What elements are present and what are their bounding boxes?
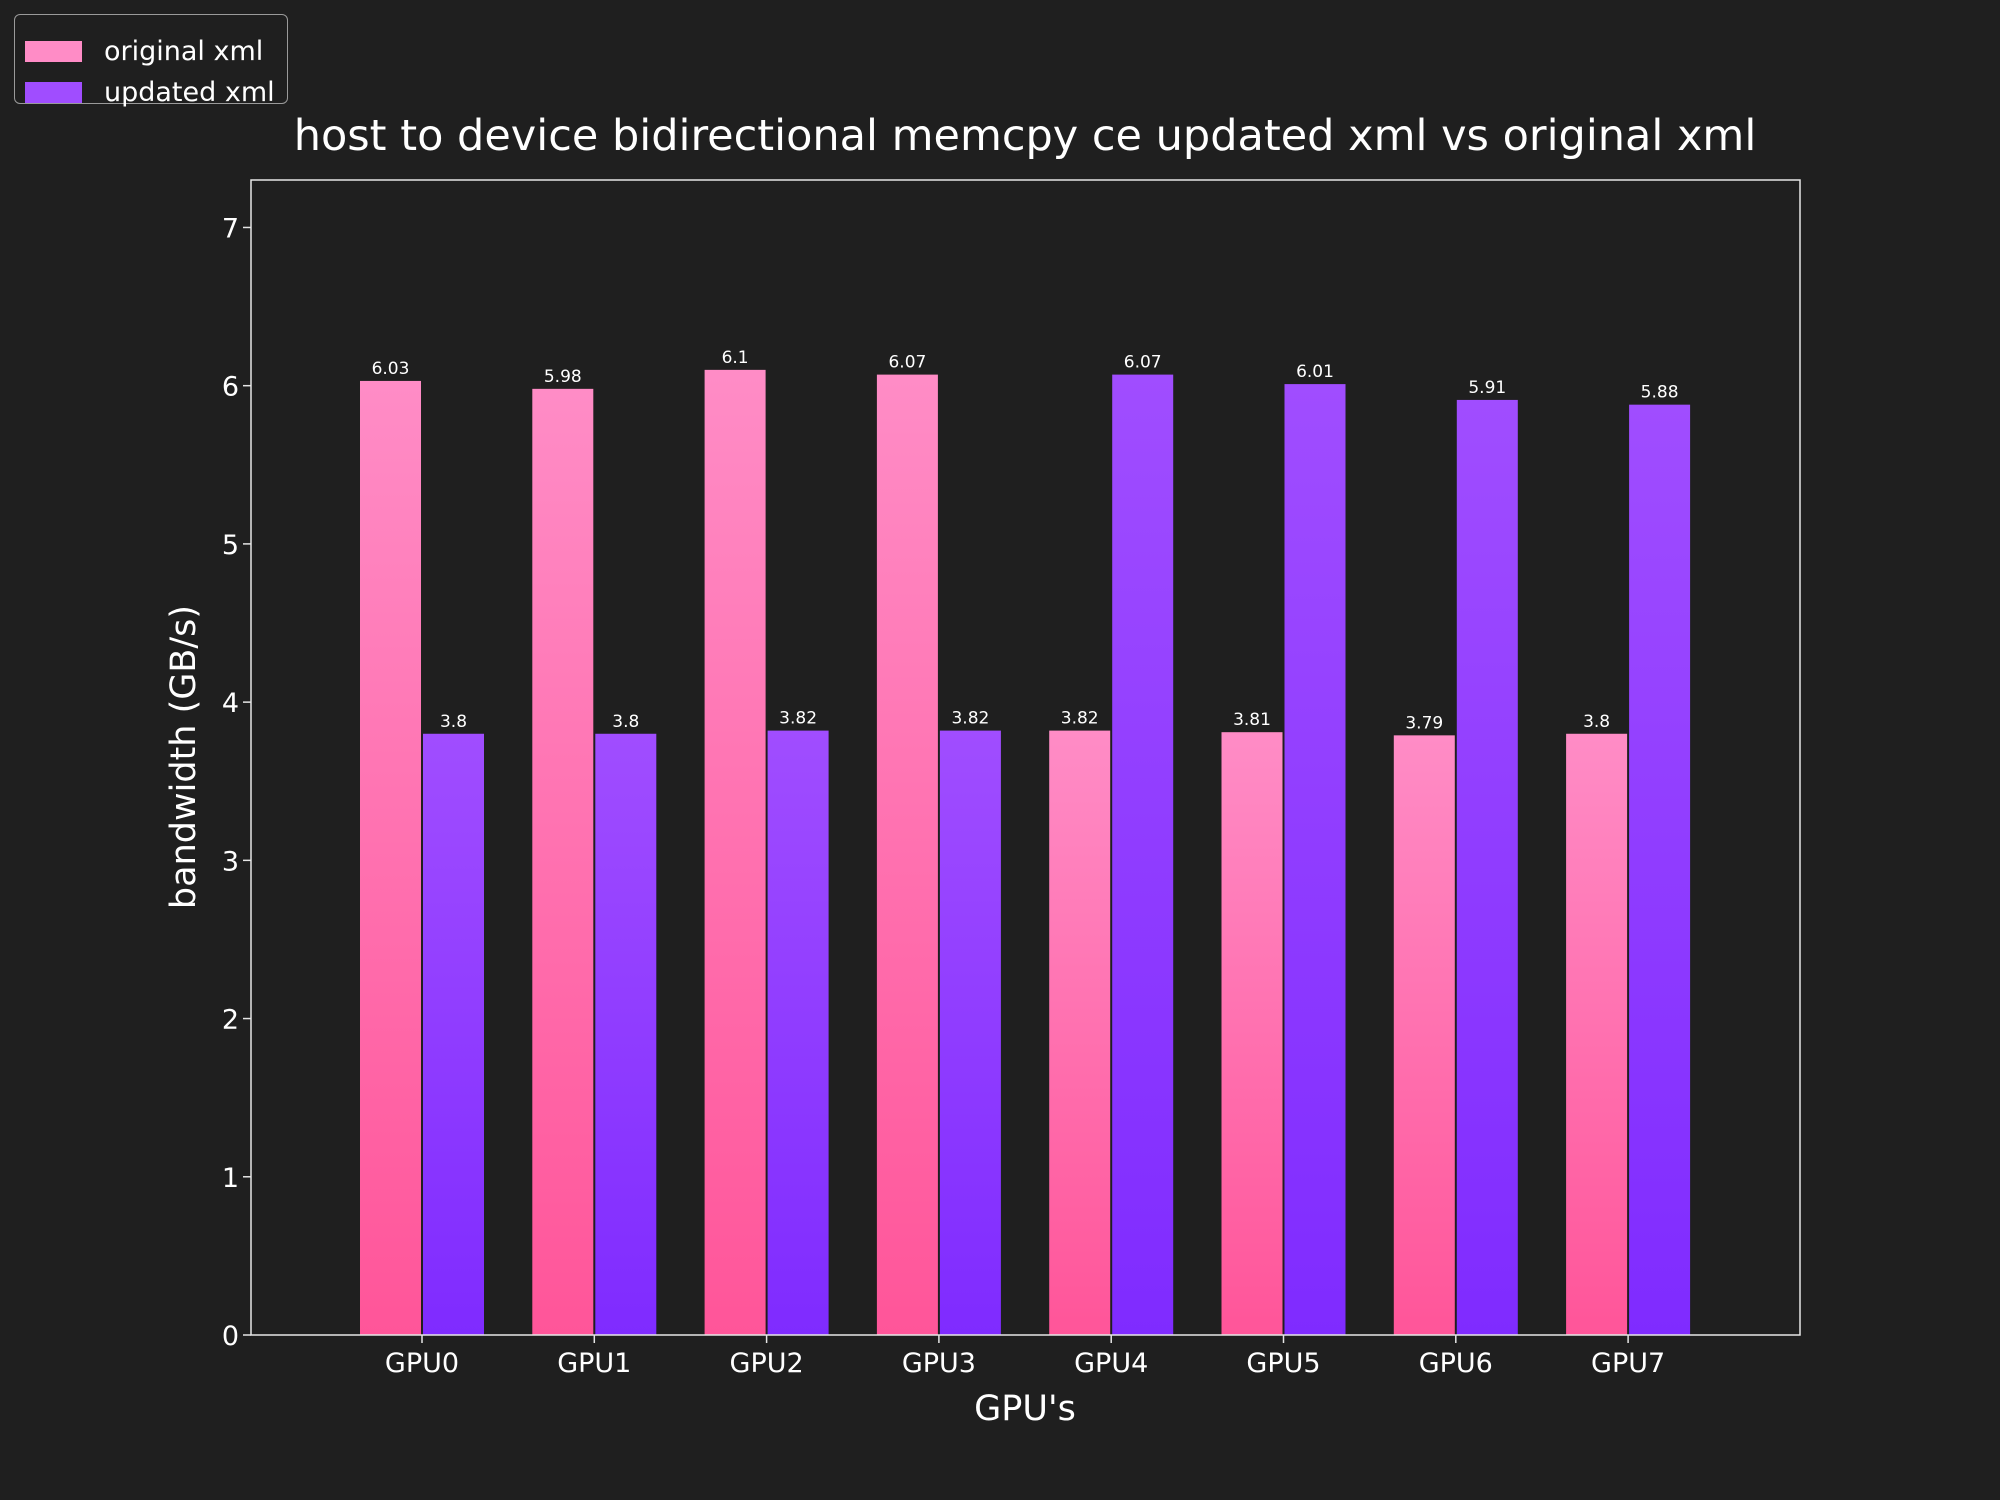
bar-original-xml-gpu7	[1566, 733, 1628, 1335]
bar-original-xml-gpu2	[704, 369, 766, 1335]
legend-item-original: original xml	[25, 35, 264, 67]
x-tick-label-gpu4: GPU4	[1074, 1348, 1148, 1379]
bar-updated-xml-gpu7	[1629, 404, 1691, 1335]
y-tick-label-0: 0	[222, 1321, 239, 1352]
y-tick-label-1: 1	[222, 1163, 239, 1194]
data-label-updated-xml-gpu7: 5.88	[1641, 383, 1679, 403]
x-axis-label: GPU's	[974, 1389, 1076, 1429]
y-tick-label-7: 7	[222, 213, 239, 244]
bar-original-xml-gpu3	[876, 374, 938, 1335]
bars-layer: 6.03 3.8 5.98 3.8 6.1 3.82 6.07 3.82 3.82 6.07 3.8…	[360, 348, 1691, 1335]
y-tick-label-4: 4	[222, 688, 239, 719]
data-label-updated-xml-gpu1: 3.8	[612, 712, 639, 732]
bar-original-xml-gpu4	[1049, 730, 1111, 1335]
x-tick-label-gpu5: GPU5	[1246, 1348, 1320, 1379]
legend-swatch-updated	[25, 81, 82, 103]
bar-original-xml-gpu5	[1221, 732, 1283, 1335]
bar-updated-xml-gpu5	[1284, 384, 1346, 1335]
y-tick-label-3: 3	[222, 846, 239, 877]
bar-updated-xml-gpu6	[1456, 399, 1518, 1335]
data-label-original-xml-gpu6: 3.79	[1405, 713, 1443, 733]
data-label-updated-xml-gpu0: 3.8	[440, 712, 467, 732]
data-label-original-xml-gpu0: 6.03	[372, 359, 410, 379]
plot-frame	[250, 179, 1801, 1336]
data-label-original-xml-gpu4: 3.82	[1061, 709, 1099, 729]
bar-updated-xml-gpu4	[1112, 374, 1174, 1335]
data-label-original-xml-gpu1: 5.98	[544, 367, 582, 387]
data-label-updated-xml-gpu6: 5.91	[1468, 378, 1506, 398]
x-tick-label-gpu0: GPU0	[385, 1348, 459, 1379]
legend-label-original: original xml	[104, 35, 264, 67]
bar-original-xml-gpu0	[360, 380, 421, 1335]
data-label-updated-xml-gpu4: 6.07	[1124, 353, 1162, 373]
bar-updated-xml-gpu1	[595, 733, 657, 1335]
x-tick-label-gpu1: GPU1	[557, 1348, 631, 1379]
y-tick-label-2: 2	[222, 1005, 239, 1036]
ticks-layer: GPU0 GPU1 GPU2 GPU3 GPU4 GPU5 GPU6 GPU7 0 1 2 3 4 5 6 7	[222, 213, 1665, 1379]
bar-updated-xml-gpu3	[939, 730, 1001, 1335]
data-label-original-xml-gpu7: 3.8	[1583, 712, 1610, 732]
legend-item-updated: updated xml	[25, 76, 275, 108]
data-label-updated-xml-gpu5: 6.01	[1296, 362, 1334, 382]
x-tick-label-gpu3: GPU3	[902, 1348, 976, 1379]
x-tick-label-gpu2: GPU2	[730, 1348, 804, 1379]
legend-label-updated: updated xml	[104, 76, 275, 108]
y-tick-label-5: 5	[222, 530, 239, 561]
data-label-updated-xml-gpu2: 3.82	[779, 709, 817, 729]
legend-swatch-original	[25, 40, 82, 62]
bar-updated-xml-gpu2	[767, 730, 829, 1335]
x-tick-label-gpu7: GPU7	[1591, 1348, 1665, 1379]
bar-original-xml-gpu1	[532, 388, 594, 1335]
legend: original xml updated xml	[14, 14, 288, 108]
y-tick-label-6: 6	[222, 372, 239, 403]
x-tick-label-gpu6: GPU6	[1419, 1348, 1493, 1379]
y-axis-label: bandwidth (GB/s)	[164, 605, 204, 909]
data-label-updated-xml-gpu3: 3.82	[951, 709, 989, 729]
bar-updated-xml-gpu0	[423, 733, 484, 1335]
bar-original-xml-gpu6	[1393, 735, 1455, 1335]
data-label-original-xml-gpu3: 6.07	[888, 353, 926, 373]
chart-title: host to device bidirectional memcpy ce u…	[294, 111, 1757, 161]
data-label-original-xml-gpu2: 6.1	[722, 348, 749, 368]
data-label-original-xml-gpu5: 3.81	[1233, 710, 1271, 730]
